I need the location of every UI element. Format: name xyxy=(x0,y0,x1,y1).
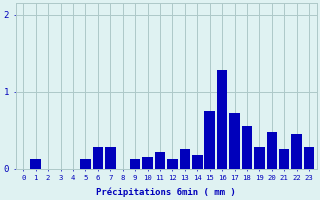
Bar xyxy=(292,134,302,169)
Bar xyxy=(279,149,290,169)
Bar xyxy=(254,147,265,169)
Bar xyxy=(242,126,252,169)
Bar xyxy=(217,70,228,169)
Bar xyxy=(105,147,116,169)
Bar xyxy=(30,159,41,169)
X-axis label: Précipitations 6min ( mm ): Précipitations 6min ( mm ) xyxy=(96,187,236,197)
Bar xyxy=(80,159,91,169)
Bar xyxy=(229,113,240,169)
Bar xyxy=(167,159,178,169)
Bar xyxy=(130,159,140,169)
Bar xyxy=(92,147,103,169)
Bar xyxy=(192,155,203,169)
Bar xyxy=(142,157,153,169)
Bar xyxy=(180,149,190,169)
Bar xyxy=(155,152,165,169)
Bar xyxy=(304,147,314,169)
Bar xyxy=(267,132,277,169)
Bar xyxy=(204,111,215,169)
